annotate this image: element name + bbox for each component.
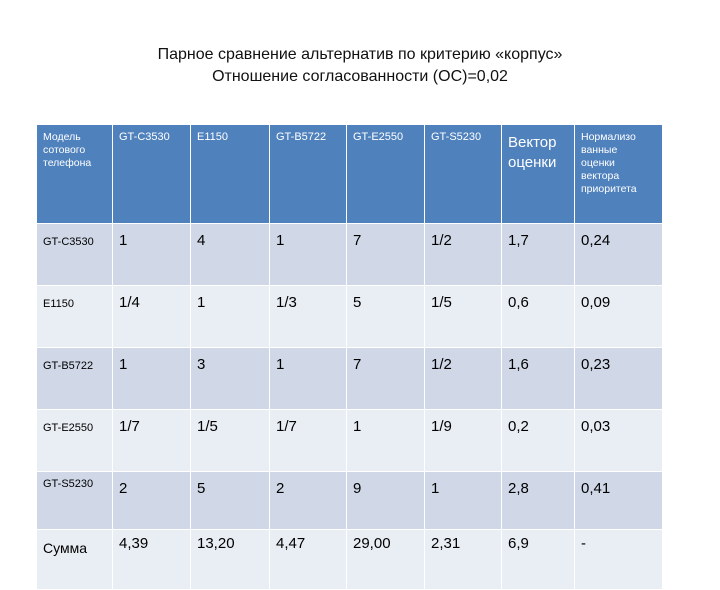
table-cell: 0,23 bbox=[574, 347, 663, 410]
table-cell: 29,00 bbox=[346, 529, 425, 590]
table-cell: 13,20 bbox=[190, 529, 270, 590]
table-cell: 5 bbox=[190, 471, 270, 530]
table-cell: 1 bbox=[112, 347, 191, 410]
table-cell: 3 bbox=[190, 347, 270, 410]
header-vector-line: оценки bbox=[508, 154, 557, 171]
table-row: GT-E2550 1/7 1/5 1/7 1 1/9 0,2 0,03 bbox=[36, 409, 663, 472]
table-cell: 1 bbox=[424, 471, 502, 530]
page-title: Парное сравнение альтернатив по критерию… bbox=[157, 46, 563, 63]
table-cell: 1 bbox=[269, 223, 347, 286]
table-cell: 0,6 bbox=[501, 285, 575, 348]
row-label: E1150 bbox=[36, 285, 113, 348]
row-label: GT-B5722 bbox=[36, 347, 113, 410]
table-cell: - bbox=[574, 529, 663, 590]
table-cell: 1 bbox=[190, 285, 270, 348]
pairwise-comparison-table: Модель сотового телефона GT-C3530 E1150 … bbox=[36, 124, 663, 590]
table-cell: 6,9 bbox=[501, 529, 575, 590]
table-cell: 1 bbox=[112, 223, 191, 286]
header-gt-s5230: GT-S5230 bbox=[424, 124, 502, 224]
header-gt-b5722: GT-B5722 bbox=[269, 124, 347, 224]
consistency-ratio: Отношение согласованности (ОС)=0,02 bbox=[212, 68, 508, 85]
header-normalized-line: приоритета bbox=[581, 183, 637, 195]
table-row: E1150 1/4 1 1/3 5 1/5 0,6 0,09 bbox=[36, 285, 663, 348]
header-normalized-line: ванные bbox=[581, 144, 618, 156]
table-cell: 9 bbox=[346, 471, 425, 530]
title-block: Парное сравнение альтернатив по критерию… bbox=[0, 44, 720, 88]
header-model-line: Модель bbox=[43, 131, 81, 143]
table-cell: 2,31 bbox=[424, 529, 502, 590]
header-gt-c3530: GT-C3530 bbox=[112, 124, 191, 224]
table-cell: 1/5 bbox=[190, 409, 270, 472]
table-cell: 1,7 bbox=[501, 223, 575, 286]
table-cell: 1/3 bbox=[269, 285, 347, 348]
table-row: GT-C3530 1 4 1 7 1/2 1,7 0,24 bbox=[36, 223, 663, 286]
table-cell: 1/7 bbox=[112, 409, 191, 472]
header-normalized-line: оценки bbox=[581, 157, 615, 169]
header-vector-line: Вектор bbox=[508, 134, 557, 151]
sum-row: Сумма 4,39 13,20 4,47 29,00 2,31 6,9 - bbox=[36, 529, 663, 590]
table-cell: 1/5 bbox=[424, 285, 502, 348]
header-normalized-line: Нормализо bbox=[581, 131, 636, 143]
table-cell: 0,09 bbox=[574, 285, 663, 348]
table-row: GT-B5722 1 3 1 7 1/2 1,6 0,23 bbox=[36, 347, 663, 410]
header-vector: Вектор оценки bbox=[501, 124, 575, 224]
table-cell: 4,47 bbox=[269, 529, 347, 590]
row-label: GT-S5230 bbox=[36, 471, 113, 530]
table-cell: 1 bbox=[269, 347, 347, 410]
header-model: Модель сотового телефона bbox=[36, 124, 113, 224]
table-cell: 0,41 bbox=[574, 471, 663, 530]
table-cell: 1,6 bbox=[501, 347, 575, 410]
table-cell: 1/2 bbox=[424, 223, 502, 286]
row-label: GT-C3530 bbox=[36, 223, 113, 286]
header-e1150: E1150 bbox=[190, 124, 270, 224]
table-cell: 0,24 bbox=[574, 223, 663, 286]
header-normalized: Нормализо ванные оценки вектора приорите… bbox=[574, 124, 663, 224]
header-normalized-line: вектора bbox=[581, 170, 620, 182]
table-cell: 1/7 bbox=[269, 409, 347, 472]
table-cell: 0,2 bbox=[501, 409, 575, 472]
table-cell: 7 bbox=[346, 347, 425, 410]
table-cell: 2 bbox=[112, 471, 191, 530]
table-cell: 5 bbox=[346, 285, 425, 348]
table-cell: 1/4 bbox=[112, 285, 191, 348]
table-cell: 0,03 bbox=[574, 409, 663, 472]
header-gt-e2550: GT-E2550 bbox=[346, 124, 425, 224]
table-row: GT-S5230 2 5 2 9 1 2,8 0,41 bbox=[36, 471, 663, 530]
table-header-row: Модель сотового телефона GT-C3530 E1150 … bbox=[36, 124, 663, 224]
table-cell: 1/9 bbox=[424, 409, 502, 472]
table-cell: 4,39 bbox=[112, 529, 191, 590]
table-cell: 2 bbox=[269, 471, 347, 530]
table-cell: 7 bbox=[346, 223, 425, 286]
header-model-line: сотового bbox=[43, 144, 86, 156]
table-cell: 1 bbox=[346, 409, 425, 472]
header-model-line: телефона bbox=[43, 157, 92, 169]
table-cell: 1/2 bbox=[424, 347, 502, 410]
table-cell: 2,8 bbox=[501, 471, 575, 530]
row-label: GT-E2550 bbox=[36, 409, 113, 472]
row-label-sum: Сумма bbox=[36, 529, 113, 590]
table-cell: 4 bbox=[190, 223, 270, 286]
